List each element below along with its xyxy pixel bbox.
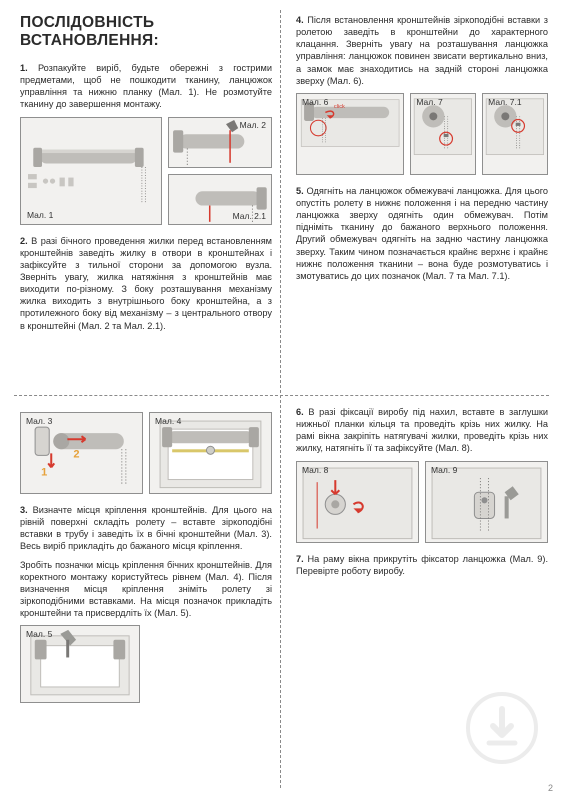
figure-label: Мал. 3 xyxy=(26,416,52,426)
figure-label: Мал. 4 xyxy=(155,416,181,426)
vertical-divider xyxy=(280,10,281,788)
figure-label: Мал. 8 xyxy=(302,465,328,475)
step-2-text: 2. В разі бічного проведення жилки перед… xyxy=(20,235,272,332)
figure-1: Мал. 1 xyxy=(20,117,162,225)
svg-text:1: 1 xyxy=(41,467,47,479)
step-3a-text: 3. Визначте місця кріплення кронштейнів.… xyxy=(20,504,272,553)
figure-4: Мал. 4 xyxy=(149,412,272,494)
figure-row-1: Мал. 1 Мал. 2 xyxy=(20,117,272,225)
figure-row-2: 2 1 Мал. 3 Мал. 4 xyxy=(20,412,272,494)
step-7-text: 7. На раму вікна прикрутіть фіксатор лан… xyxy=(296,553,548,577)
figure-7-1: Мал. 7.1 xyxy=(482,93,548,175)
click-label: click xyxy=(334,104,345,110)
page-number: 2 xyxy=(548,783,553,793)
step-5-text: 5. Одягніть на ланцюжок обмежувачі ланцю… xyxy=(296,185,548,282)
figure-label: Мал. 5 xyxy=(26,629,52,639)
figure-2: Мал. 2 xyxy=(168,117,272,168)
figure-row-3: Мал. 5 xyxy=(20,625,272,703)
figure-2-1: Мал. 2.1 xyxy=(168,174,272,225)
figure-label: Мал. 2.1 xyxy=(233,211,266,221)
page-title: ПОСЛІДОВНІСТЬ ВСТАНОВЛЕННЯ: xyxy=(20,14,272,50)
figure-8: Мал. 8 xyxy=(296,461,419,543)
figure-label: Мал. 2 xyxy=(240,120,266,130)
step-1-text: 1. Розпакуйте виріб, будьте обережні з г… xyxy=(20,62,272,111)
watermark-icon xyxy=(465,691,539,765)
svg-text:2: 2 xyxy=(73,448,79,460)
figure-7: Мал. 7 xyxy=(410,93,476,175)
figure-3: 2 1 Мал. 3 xyxy=(20,412,143,494)
horizontal-divider xyxy=(14,395,549,396)
figure-6: click Мал. 6 xyxy=(296,93,404,175)
figure-label: Мал. 6 xyxy=(302,97,328,107)
step-6-text: 6. В разі фіксації виробу під нахил, вст… xyxy=(296,406,548,455)
figure-5: Мал. 5 xyxy=(20,625,140,703)
figure-row-5: Мал. 8 Мал. 9 xyxy=(296,461,548,543)
figure-label: Мал. 7.1 xyxy=(488,97,521,107)
figure-label: Мал. 7 xyxy=(416,97,442,107)
figure-label: Мал. 1 xyxy=(27,210,53,220)
step-3b-text: Зробіть позначки місць кріплення бічних … xyxy=(20,559,272,620)
figure-label: Мал. 9 xyxy=(431,465,457,475)
figure-9: Мал. 9 xyxy=(425,461,548,543)
figure-row-4: click Мал. 6 Мал. 7 xyxy=(296,93,548,175)
step-4-text: 4. Після встановлення кронштейнів зіркоп… xyxy=(296,14,548,87)
